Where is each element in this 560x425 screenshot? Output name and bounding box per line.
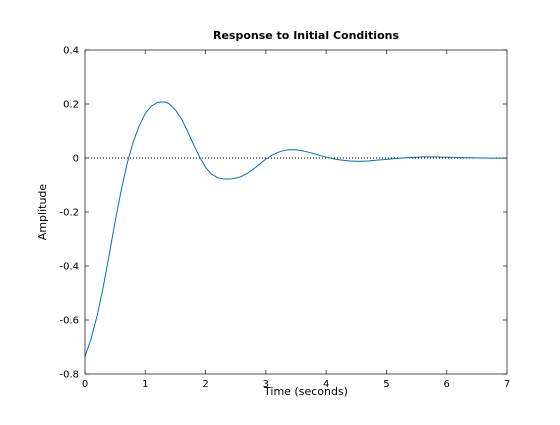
plot-area-frame — [84, 49, 508, 375]
x-tick-label: 5 — [383, 379, 389, 390]
plot-area-background — [85, 50, 507, 374]
y-tick-label: 0.2 — [63, 100, 79, 111]
chart-title: Response to Initial Conditions — [213, 29, 399, 42]
x-tick-label: 3 — [263, 379, 269, 390]
x-tick-label: 7 — [504, 379, 510, 390]
y-tick-label: -0.2 — [59, 208, 79, 219]
x-tick-label: 4 — [323, 379, 329, 390]
x-axis-label: Time (seconds) — [263, 385, 348, 398]
y-tick-label: -0.4 — [59, 262, 79, 273]
x-tick-label: 6 — [444, 379, 450, 390]
x-tick-label: 0 — [82, 379, 88, 390]
y-tick-label: -0.8 — [59, 370, 79, 381]
y-tick-label: 0 — [73, 154, 79, 165]
response-series-line — [84, 101, 507, 357]
x-tick-label: 2 — [202, 379, 208, 390]
y-axis-label: Amplitude — [36, 184, 49, 241]
x-tick-label: 1 — [142, 379, 148, 390]
y-tick-label: -0.6 — [59, 316, 79, 327]
y-tick-label: 0.4 — [63, 46, 79, 57]
